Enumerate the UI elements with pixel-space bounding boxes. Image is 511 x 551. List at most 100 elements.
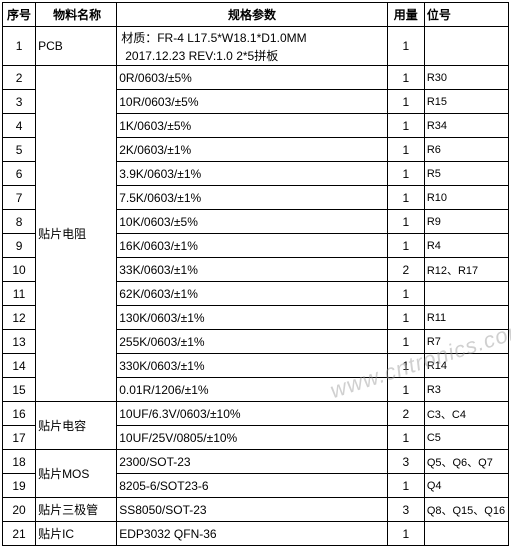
cell-material: 贴片电容 (36, 402, 117, 450)
cell-spec: 1K/0603/±5% (117, 114, 388, 138)
cell-pos: R5 (424, 162, 508, 186)
cell-pos (424, 282, 508, 306)
cell-spec: 16K/0603/±1% (117, 234, 388, 258)
table-row: 2 贴片电阻 0R/0603/±5% 1 R30 (3, 66, 509, 90)
cell-num: 9 (3, 234, 36, 258)
cell-num: 12 (3, 306, 36, 330)
cell-spec: 2K/0603/±1% (117, 138, 388, 162)
cell-pos: R3 (424, 378, 508, 402)
cell-pos: R7 (424, 330, 508, 354)
cell-pos (424, 27, 508, 66)
cell-pos: R9 (424, 210, 508, 234)
cell-num: 6 (3, 162, 36, 186)
cell-qty: 1 (387, 27, 424, 66)
pcb-spec-line2: 2017.12.23 REV:1.0 2*5拼板 (119, 47, 387, 65)
cell-material: 贴片电阻 (36, 66, 117, 402)
cell-pos: R34 (424, 114, 508, 138)
cell-material: 贴片IC (36, 522, 117, 546)
cell-num: 20 (3, 498, 36, 522)
cell-spec: 7.5K/0603/±1% (117, 186, 388, 210)
bom-table: 序号 物料名称 规格参数 用量 位号 1 PCB 材质：FR-4 L17.5*W… (2, 2, 509, 546)
cell-pos: R10 (424, 186, 508, 210)
cell-num: 15 (3, 378, 36, 402)
header-material: 物料名称 (36, 3, 117, 27)
cell-qty: 1 (387, 138, 424, 162)
cell-qty: 1 (387, 282, 424, 306)
cell-qty: 1 (387, 330, 424, 354)
cell-spec: 8205-6/SOT23-6 (117, 474, 388, 498)
cell-num: 14 (3, 354, 36, 378)
cell-num: 11 (3, 282, 36, 306)
header-spec: 规格参数 (117, 3, 388, 27)
cell-num: 5 (3, 138, 36, 162)
cell-qty: 1 (387, 474, 424, 498)
cell-pos: Q8、Q15、Q16 (424, 498, 508, 522)
cell-spec: EDP3032 QFN-36 (117, 522, 388, 546)
cell-pos: Q4 (424, 474, 508, 498)
cell-pos: R11 (424, 306, 508, 330)
cell-spec: 10R/0603/±5% (117, 90, 388, 114)
cell-pos: R15 (424, 90, 508, 114)
cell-num: 4 (3, 114, 36, 138)
header-pos: 位号 (424, 3, 508, 27)
table-row: 20 贴片三极管 SS8050/SOT-23 3 Q8、Q15、Q16 (3, 498, 509, 522)
header-qty: 用量 (387, 3, 424, 27)
cell-qty: 1 (387, 234, 424, 258)
cell-pos (424, 522, 508, 546)
cell-qty: 2 (387, 258, 424, 282)
cell-qty: 1 (387, 186, 424, 210)
table-row: 16 贴片电容 10UF/6.3V/0603/±10% 2 C3、C4 (3, 402, 509, 426)
cell-num: 2 (3, 66, 36, 90)
cell-qty: 1 (387, 354, 424, 378)
cell-spec: 10K/0603/±5% (117, 210, 388, 234)
cell-num: 3 (3, 90, 36, 114)
cell-qty: 3 (387, 450, 424, 474)
pcb-spec-line1: 材质：FR-4 L17.5*W18.1*D1.0MM (119, 29, 387, 47)
cell-spec: 62K/0603/±1% (117, 282, 388, 306)
cell-num: 10 (3, 258, 36, 282)
cell-material: 贴片三极管 (36, 498, 117, 522)
cell-spec: 33K/0603/±1% (117, 258, 388, 282)
cell-qty: 1 (387, 522, 424, 546)
cell-pos: R12、R17 (424, 258, 508, 282)
cell-pos: R6 (424, 138, 508, 162)
cell-spec: 3.9K/0603/±1% (117, 162, 388, 186)
cell-qty: 1 (387, 426, 424, 450)
cell-num: 1 (3, 27, 36, 66)
cell-pos: R4 (424, 234, 508, 258)
cell-pos: R30 (424, 66, 508, 90)
cell-qty: 3 (387, 498, 424, 522)
cell-num: 16 (3, 402, 36, 426)
cell-spec: 0.01R/1206/±1% (117, 378, 388, 402)
cell-qty: 2 (387, 402, 424, 426)
cell-spec: 10UF/6.3V/0603/±10% (117, 402, 388, 426)
header-row: 序号 物料名称 规格参数 用量 位号 (3, 3, 509, 27)
cell-num: 17 (3, 426, 36, 450)
cell-spec: 130K/0603/±1% (117, 306, 388, 330)
cell-num: 19 (3, 474, 36, 498)
cell-material: 贴片MOS (36, 450, 117, 498)
cell-spec: 材质：FR-4 L17.5*W18.1*D1.0MM 2017.12.23 RE… (117, 27, 388, 66)
cell-pos: C3、C4 (424, 402, 508, 426)
cell-num: 13 (3, 330, 36, 354)
cell-qty: 1 (387, 162, 424, 186)
cell-spec: 255K/0603/±1% (117, 330, 388, 354)
cell-material: PCB (36, 27, 117, 66)
cell-qty: 1 (387, 90, 424, 114)
cell-pos: C5 (424, 426, 508, 450)
cell-pos: Q5、Q6、Q7 (424, 450, 508, 474)
cell-qty: 1 (387, 66, 424, 90)
cell-spec: 10UF/25V/0805/±10% (117, 426, 388, 450)
table-row: 18 贴片MOS 2300/SOT-23 3 Q5、Q6、Q7 (3, 450, 509, 474)
cell-spec: 330K/0603/±1% (117, 354, 388, 378)
table-row: 21 贴片IC EDP3032 QFN-36 1 (3, 522, 509, 546)
table-row: 1 PCB 材质：FR-4 L17.5*W18.1*D1.0MM 2017.12… (3, 27, 509, 66)
cell-qty: 1 (387, 210, 424, 234)
cell-qty: 1 (387, 306, 424, 330)
cell-spec: 0R/0603/±5% (117, 66, 388, 90)
cell-spec: 2300/SOT-23 (117, 450, 388, 474)
cell-num: 8 (3, 210, 36, 234)
cell-num: 7 (3, 186, 36, 210)
header-num: 序号 (3, 3, 36, 27)
cell-num: 18 (3, 450, 36, 474)
